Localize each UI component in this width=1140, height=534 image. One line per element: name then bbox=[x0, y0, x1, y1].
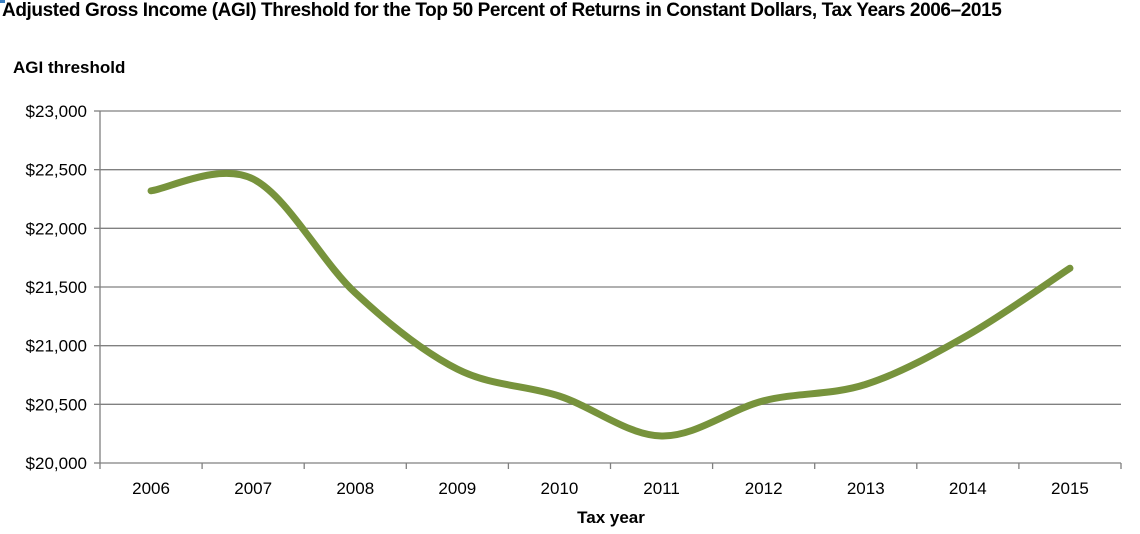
x-tick-label-2015: 2015 bbox=[1051, 479, 1089, 498]
x-tick-label-2007: 2007 bbox=[234, 479, 272, 498]
data-point-2007 bbox=[250, 176, 257, 183]
data-point-2009 bbox=[454, 366, 461, 373]
y-tick-label: $20,500 bbox=[26, 395, 87, 414]
data-point-2015 bbox=[1066, 265, 1073, 272]
x-tick-label-2012: 2012 bbox=[745, 479, 783, 498]
y-tick-label: $21,000 bbox=[26, 337, 87, 356]
y-axis-title: AGI threshold bbox=[13, 58, 125, 77]
data-point-2008 bbox=[352, 289, 359, 296]
axes bbox=[94, 110, 1122, 469]
x-axis-title: Tax year bbox=[577, 508, 645, 527]
y-tick-label: $22,500 bbox=[26, 161, 87, 180]
y-tick-label: $21,500 bbox=[26, 278, 87, 297]
y-tick-label: $20,000 bbox=[26, 454, 87, 473]
data-point-2013 bbox=[862, 381, 869, 388]
x-tick-label-2009: 2009 bbox=[438, 479, 476, 498]
data-point-2011 bbox=[658, 433, 665, 440]
series-layer bbox=[147, 170, 1074, 440]
x-axis-tick-labels: 2006 2007 2008 2009 2010 2011 2012 2013 2014 2015 bbox=[132, 479, 1089, 498]
x-tick-label-2011: 2011 bbox=[643, 479, 680, 498]
x-tick-label-2014: 2014 bbox=[949, 479, 987, 498]
x-tick-label-2013: 2013 bbox=[847, 479, 885, 498]
x-tick-label-2010: 2010 bbox=[541, 479, 579, 498]
title-accent-mark bbox=[0, 0, 5, 3]
chart-title: Adjusted Gross Income (AGI) Threshold fo… bbox=[2, 0, 1002, 21]
y-axis-tick-labels: $20,000 $20,500 $21,000 $21,500 $22,000 $22,5… bbox=[26, 102, 87, 473]
x-tick-label-2006: 2006 bbox=[132, 479, 170, 498]
data-point-2014 bbox=[964, 332, 971, 339]
data-point-2012 bbox=[760, 397, 767, 404]
series-line-0 bbox=[147, 170, 1074, 440]
y-tick-label: $23,000 bbox=[26, 102, 87, 121]
x-tick-label-2008: 2008 bbox=[336, 479, 374, 498]
gridlines bbox=[100, 110, 1121, 405]
y-tick-label: $22,000 bbox=[26, 219, 87, 238]
data-point-2006 bbox=[148, 187, 155, 194]
data-point-2010 bbox=[556, 393, 563, 400]
